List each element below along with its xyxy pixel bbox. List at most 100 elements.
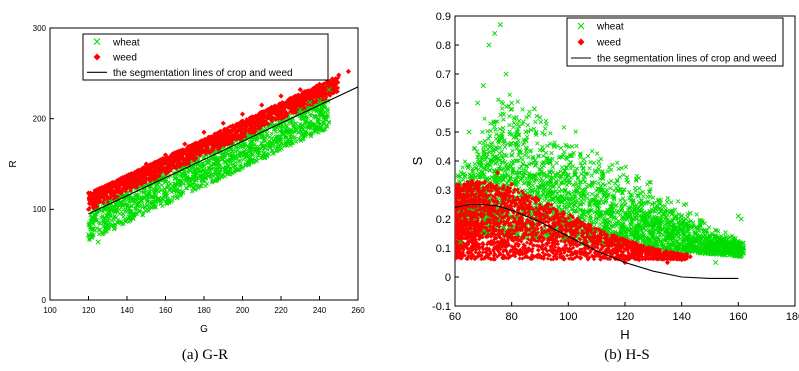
legend-label: wheat: [112, 37, 140, 48]
x-tick-label: 240: [313, 306, 327, 315]
y-axis-label: R: [8, 160, 19, 167]
wheat-point: [664, 230, 671, 237]
y-tick-label: 0: [445, 272, 451, 284]
y-axis-label: S: [410, 156, 425, 165]
chart-h-s: 60 80 100 120 140 160 180 -0.1 0 0.1 0.2 0.3 0.4 0.5 0…: [410, 11, 799, 363]
weed-point: [687, 254, 693, 260]
wheat-point: [153, 199, 159, 205]
wheat-point: [466, 129, 472, 135]
weed-point: [268, 105, 274, 111]
legend-weed-marker: [577, 38, 585, 46]
wheat-point: [636, 222, 642, 228]
wheat-point: [172, 181, 178, 187]
wheat-point: [608, 210, 614, 216]
x-tick-label: 160: [159, 306, 173, 315]
weed-point: [650, 251, 656, 257]
legend-weed-marker: [93, 53, 101, 61]
weed-point: [345, 68, 351, 75]
legend-label: the segmentation lines of crop and weed: [113, 68, 293, 79]
wheat-point: [124, 217, 130, 223]
wheat-point: [95, 239, 101, 245]
wheat-point: [326, 87, 332, 93]
legend-box: [82, 33, 329, 81]
wheat-point: [85, 232, 92, 238]
y-tick-label: -0.1: [432, 301, 451, 313]
wheat-point: [687, 210, 693, 216]
x-tick-label: 200: [236, 306, 250, 315]
weed-point: [494, 170, 501, 176]
wheat-point: [89, 220, 95, 226]
wheat-point: [701, 228, 707, 234]
wheat-point: [486, 42, 492, 48]
weed-point: [336, 72, 342, 78]
weed-point: [480, 187, 486, 193]
wheat-point: [259, 134, 265, 140]
wheat-point: [594, 199, 600, 205]
x-tick-label: 100: [559, 311, 577, 323]
weed-point: [455, 251, 458, 257]
x-tick-label: 120: [82, 306, 96, 315]
y-tick-label: 0.5: [436, 127, 451, 139]
wheat-point: [182, 170, 188, 176]
wheat-point: [579, 187, 586, 193]
scatter-density: [86, 74, 341, 243]
weed-point: [85, 190, 92, 196]
weed-point: [463, 199, 469, 205]
y-tick-label: 100: [33, 205, 47, 214]
weed-point: [124, 173, 130, 179]
wheat-point: [565, 172, 571, 179]
y-tick-label: 0.8: [436, 40, 451, 52]
wheat-point: [220, 152, 226, 158]
weed-point: [523, 193, 529, 199]
figure-caption: (b) H-S: [604, 347, 649, 363]
wheat-point: [679, 216, 685, 222]
scatter-density: [455, 92, 747, 262]
x-tick-label: 60: [449, 311, 461, 323]
weed-point: [565, 222, 571, 228]
y-tick-label: 0.9: [436, 11, 451, 23]
weed-point: [162, 152, 169, 158]
wheat-point: [239, 143, 246, 149]
weed-point: [551, 216, 557, 222]
x-tick-label: 120: [616, 311, 634, 323]
wheat-point: [201, 163, 207, 169]
weed-point: [503, 193, 509, 199]
wheat-point: [622, 216, 628, 222]
wheat-point: [268, 136, 274, 142]
y-tick-label: 0.4: [436, 156, 451, 168]
weed-point: [172, 154, 178, 160]
wheat-point: [738, 216, 744, 222]
segmentation-line: [455, 203, 739, 280]
weed-point: [608, 251, 614, 257]
weed-point: [469, 178, 475, 184]
legend: wheat weed the segmentation lines of crop …: [82, 33, 329, 81]
wheat-point: [475, 100, 481, 106]
weed-point: [143, 161, 149, 167]
x-tick-label: 180: [786, 311, 799, 323]
wheat-point: [307, 99, 313, 105]
weed-point: [297, 87, 303, 93]
wheat-point: [650, 225, 656, 231]
weed-point: [594, 239, 600, 245]
wheat-point: [497, 22, 503, 28]
wheat-point: [537, 114, 543, 121]
wheat-point: [551, 143, 557, 150]
wheat-point: [503, 71, 509, 77]
wheat-point: [134, 197, 140, 203]
wheat-point: [230, 152, 236, 158]
wheat-point: [101, 215, 107, 221]
wheat-point: [211, 161, 217, 167]
wheat-point: [523, 129, 529, 135]
wheat-point: [249, 138, 255, 144]
weed-point: [191, 145, 197, 151]
x-tick-label: 140: [672, 311, 690, 323]
wheat-point: [114, 208, 120, 214]
weed-point: [249, 114, 255, 120]
y-tick-label: 0.6: [436, 98, 451, 110]
weed-point: [134, 177, 140, 183]
weed-point: [239, 111, 246, 117]
chart-g-r: 100 120 140 160 180 200 220 240 2600100200300GRw…: [8, 24, 365, 363]
y-tick-label: 300: [33, 24, 47, 33]
y-tick-label: 200: [33, 114, 47, 123]
wheat-point: [480, 83, 486, 89]
